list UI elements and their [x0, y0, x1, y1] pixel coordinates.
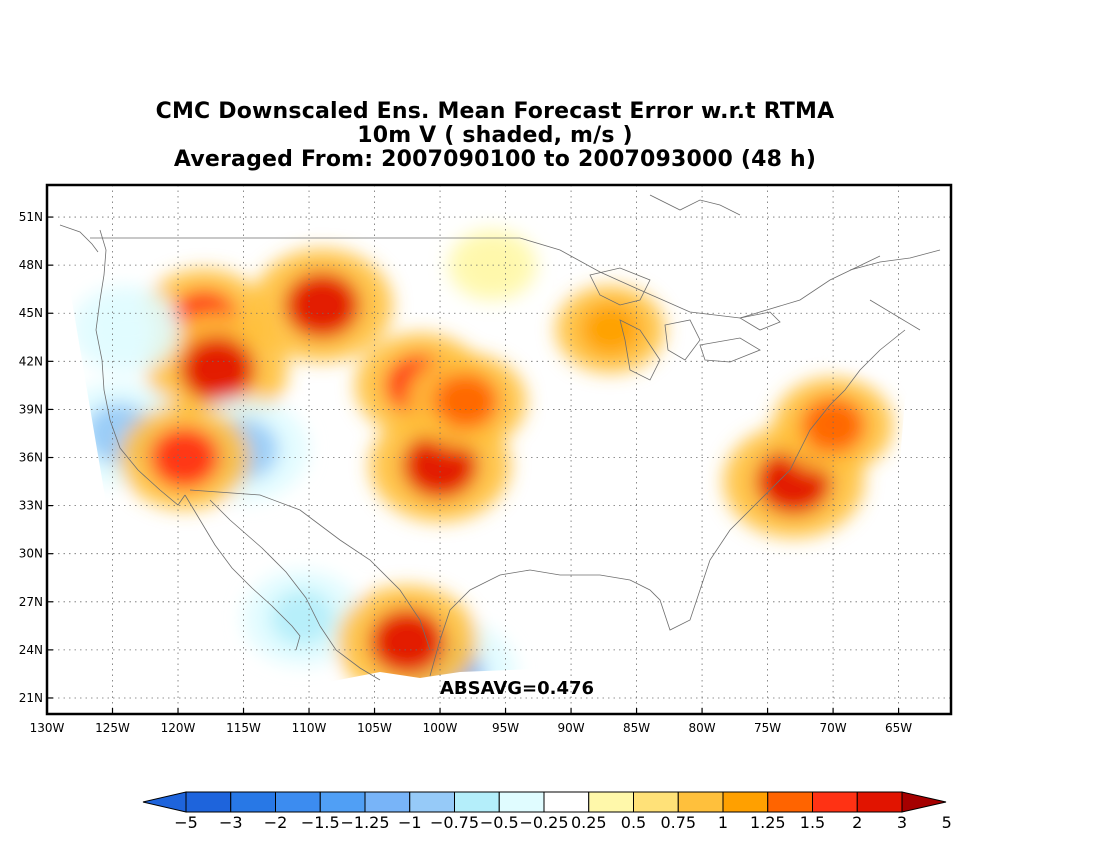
colorbar-swatch: [588, 791, 634, 813]
title-line-2: 10m V ( shaded, m/s ): [357, 123, 633, 148]
colorbar-swatch: [364, 791, 411, 813]
lon-label: 75W: [754, 721, 781, 735]
lon-label: 65W: [885, 721, 912, 735]
canada-coast-line: [849, 249, 941, 331]
title-line-3: Averaged From: 2007090100 to 2007093000 …: [173, 147, 817, 172]
map-frame: [45, 183, 953, 716]
colorbar-swatch: [319, 791, 366, 813]
great-lakes-outline: [589, 267, 781, 381]
lat-label: 27N: [19, 595, 43, 609]
colorbar-label: 0.75: [660, 813, 696, 832]
colorbar-label: −0.75: [430, 813, 479, 832]
field-region: [859, 298, 912, 345]
colorbar-swatch: [498, 791, 545, 813]
field-region: [767, 634, 821, 681]
colorbar-label: 5: [942, 813, 952, 832]
colorbar-label: 2: [852, 813, 862, 832]
mexico-west-coast-line: [319, 625, 381, 681]
west-coast-line: [95, 229, 186, 506]
lat-label: 21N: [19, 691, 43, 705]
lon-label: 110W: [292, 721, 327, 735]
map-title: CMC Downscaled Ens. Mean Forecast Error …: [0, 100, 990, 172]
gulf-of-california-line: [209, 499, 321, 627]
us-canada-border: [90, 237, 881, 319]
field-region: [369, 608, 445, 675]
colorbar-label: −2: [264, 813, 288, 832]
colorbar-swatch: [543, 791, 590, 813]
colorbar-label: 1.25: [750, 813, 786, 832]
colorbar-swatch: [230, 791, 276, 813]
lon-label: 90W: [557, 721, 584, 735]
field-region: [434, 373, 499, 430]
lat-label: 51N: [19, 210, 43, 224]
colorbar-label: −5: [174, 813, 198, 832]
colorbar-label: −3: [219, 813, 243, 832]
lat-label: 33N: [19, 499, 43, 513]
lat-label: 45N: [19, 306, 43, 320]
colorbar-swatch: [767, 791, 813, 813]
shaded-field: [53, 229, 935, 704]
colorbar-swatch: [677, 791, 724, 813]
colorbar-swatch: [812, 791, 858, 813]
absavg-annotation: ABSAVG=0.476: [440, 678, 594, 699]
lat-label: 36N: [19, 451, 43, 465]
colorbar-label: −0.25: [519, 813, 568, 832]
field-region: [581, 303, 640, 355]
lat-axis: 21N 24N 27N 30N 33N 36N 39N 42N 45N 48N 51N: [19, 210, 53, 705]
hudson-bay-line: [649, 194, 741, 216]
grid-lines: [46, 185, 951, 714]
colorbar-label: 1.5: [800, 813, 825, 832]
lon-axis: 130W 125W 120W 115W 110W 105W 100W 95W 90W 85W 80W…: [30, 708, 912, 735]
colorbar-under-arrow: [142, 791, 187, 813]
field-region: [284, 272, 360, 339]
lon-label: 80W: [689, 721, 716, 735]
colorbar-swatch: [275, 791, 321, 813]
colorbar-label: 0.5: [621, 813, 646, 832]
field-blobs: [53, 229, 935, 704]
lat-label: 24N: [19, 643, 43, 657]
lat-label: 39N: [19, 402, 43, 416]
colorbar: −5 −3 −2 −1.5 −1.25 −1 −0.75 −0.5 −0.25 0.25 0.5 0.…: [142, 791, 952, 832]
colorbar-label: 1: [718, 813, 728, 832]
lon-label: 125W: [95, 721, 130, 735]
field-region: [468, 244, 517, 286]
lon-label: 85W: [623, 721, 650, 735]
lat-label: 30N: [19, 547, 43, 561]
lon-label: 115W: [226, 721, 261, 735]
field-region: [801, 397, 866, 454]
baja-california-line: [184, 494, 301, 651]
colorbar-swatch: [633, 791, 679, 813]
lon-label: 105W: [357, 721, 392, 735]
us-mexico-border: [189, 489, 431, 651]
lon-label: 130W: [30, 721, 65, 735]
pacific-nw-islands: [59, 224, 99, 253]
gulf-of-mexico-line: [429, 449, 801, 677]
colorbar-swatch: [409, 791, 455, 813]
field-region: [270, 589, 335, 646]
colorbar-swatch: [722, 791, 769, 813]
lon-label: 120W: [161, 721, 196, 735]
lon-label: 100W: [423, 721, 458, 735]
colorbar-swatch: [856, 791, 903, 813]
field-region: [179, 336, 255, 403]
field-region: [96, 303, 155, 355]
colorbar-label: −0.5: [480, 813, 519, 832]
colorbar-label: −1.5: [301, 813, 340, 832]
coastlines: [59, 194, 941, 681]
colorbar-label: −1: [398, 813, 422, 832]
colorbar-swatch: [185, 791, 232, 813]
colorbar-label: 3: [897, 813, 907, 832]
lon-label: 70W: [820, 721, 847, 735]
colorbar-label: −1.25: [340, 813, 389, 832]
colorbar-swatch: [454, 791, 500, 813]
east-coast-line: [799, 329, 906, 451]
colorbar-label: 0.25: [571, 813, 607, 832]
lat-label: 48N: [19, 258, 43, 272]
lon-label: 95W: [492, 721, 519, 735]
lat-label: 42N: [19, 354, 43, 368]
title-line-1: CMC Downscaled Ens. Mean Forecast Error …: [155, 99, 835, 124]
colorbar-over-arrow: [901, 791, 947, 813]
